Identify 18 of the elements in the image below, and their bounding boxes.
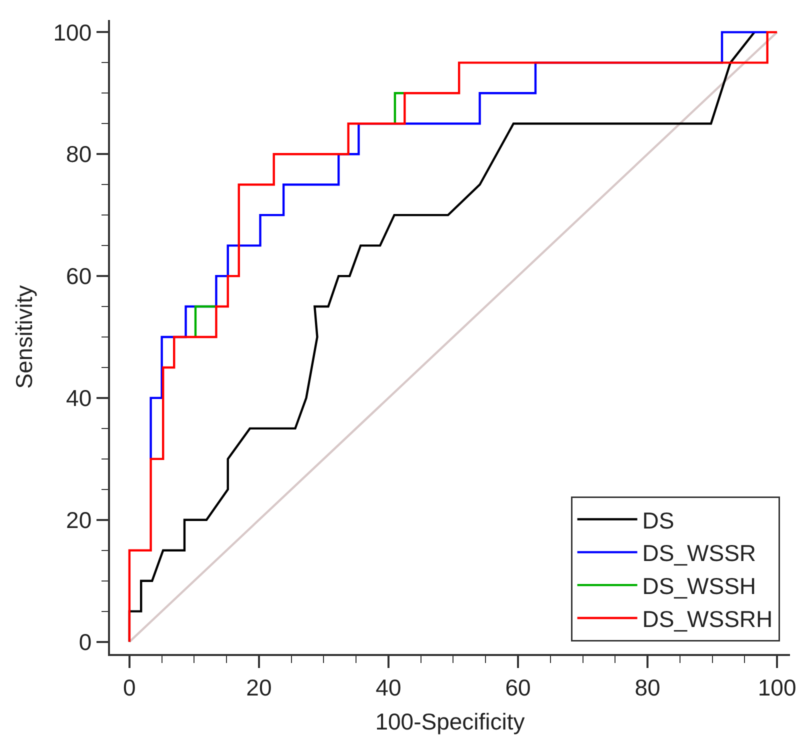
y-tick-label: 0 xyxy=(78,628,92,655)
y-tick-label: 100 xyxy=(53,19,92,46)
legend-label: DS_WSSRH xyxy=(642,606,773,632)
x-tick-label: 100 xyxy=(758,674,796,700)
y-tick-label: 60 xyxy=(66,263,92,290)
x-tick-label: 80 xyxy=(634,674,660,700)
x-tick-label: 20 xyxy=(246,674,272,700)
y-tick-label: 40 xyxy=(66,385,92,412)
x-tick-label: 40 xyxy=(376,674,402,700)
y-axis-title: Sensitivity xyxy=(11,284,38,389)
y-tick-label: 20 xyxy=(66,506,92,533)
x-tick-label: 60 xyxy=(505,674,531,700)
legend-label: DS_WSSH xyxy=(642,573,756,600)
legend-label: DS xyxy=(642,507,674,534)
x-axis-title: 100-Specificity xyxy=(375,708,526,734)
y-tick-label: 80 xyxy=(66,141,92,168)
x-tick-label: 0 xyxy=(123,674,136,700)
legend-label: DS_WSSR xyxy=(642,540,756,566)
